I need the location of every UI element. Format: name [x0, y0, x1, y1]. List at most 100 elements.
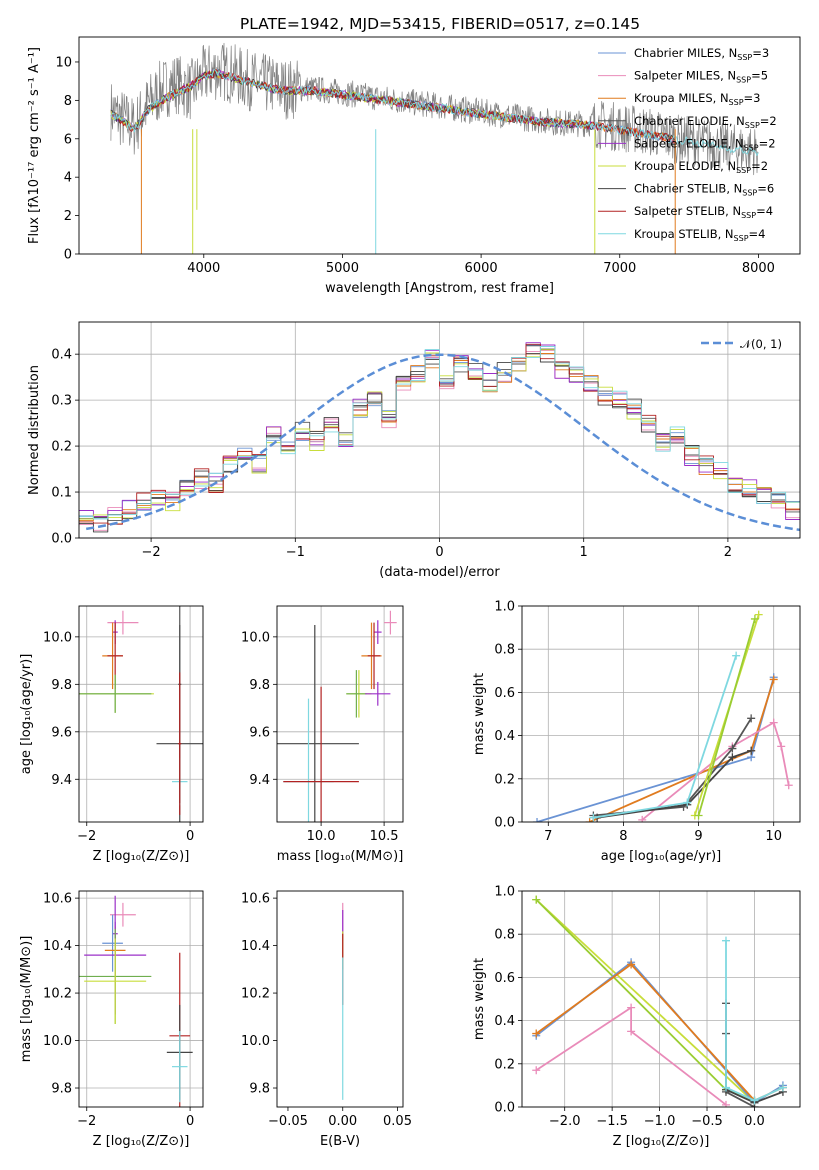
weight-marker — [532, 1029, 541, 1038]
x-tick-label: 0.0 — [744, 1114, 765, 1129]
legend-suffix: =5 — [751, 69, 768, 83]
x-tick-label: −1.0 — [644, 1114, 676, 1129]
x-tick-label: −0.5 — [691, 1114, 723, 1129]
x-tick-label: 4000 — [187, 261, 220, 276]
chart-mass-vs-Z: −2 0 9.8 10.0 10.2 10.4 10.6 Z [log₁₀(Z/Z⊙)] mas… — [19, 890, 204, 1149]
legend-suffix: =2 — [751, 159, 768, 173]
x-tick-label: 9 — [694, 829, 702, 844]
normal-reference-curve — [85, 353, 800, 532]
y-tick-label: 0.4 — [51, 348, 72, 363]
y-tick-label: 0.2 — [494, 772, 515, 787]
weight-line — [596, 749, 752, 819]
weight-marker — [750, 1096, 759, 1105]
x-tick-label: 7 — [544, 829, 552, 844]
legend: Chabrier MILES, NSSP=3 Salpeter MILES, NS… — [598, 46, 777, 243]
legend-label: Chabrier ELODIE, NSSP=2 — [634, 114, 777, 130]
y-tick-label: 0.8 — [494, 643, 515, 658]
model-line — [110, 69, 676, 143]
weight-marker — [747, 746, 756, 755]
chart-weight-vs-Z: −2.0 −1.5 −1.0 −0.5 0.0 0.0 0.2 0.4 0.6 0.8 1.0 Z [… — [472, 885, 801, 1149]
x-tick-label: 0 — [435, 545, 443, 560]
legend-label: Chabrier STELIB, NSSP=6 — [634, 182, 774, 198]
chart-age-vs-Z: −2 0 9.4 9.6 9.8 10.0 Z [log₁₀(Z/Z⊙)] age [log₁… — [19, 605, 204, 864]
y-tick-label: 9.6 — [51, 725, 72, 740]
legend-subscript: SSP — [737, 53, 752, 62]
x-tick-label: −2 — [142, 545, 161, 560]
y-tick-label: 10.0 — [43, 630, 72, 645]
chart-age-vs-mass: 10.0 10.5 9.4 9.6 9.8 10.0 mass [log₁₀(M/M⊙)] — [241, 605, 404, 864]
legend-subscript: SSP — [742, 189, 757, 198]
x-tick-label: −0.05 — [268, 1114, 308, 1129]
weight-marker — [585, 818, 594, 822]
weight-marker — [627, 1003, 636, 1012]
weight-line — [593, 717, 752, 817]
weight-marker — [721, 936, 730, 945]
x-tick-label: 6000 — [465, 261, 498, 276]
legend-suffix: =3 — [752, 46, 769, 60]
weight-marker — [589, 813, 598, 822]
plot-area — [110, 42, 759, 254]
weight-line — [589, 679, 775, 822]
x-tick-label: 10 — [765, 829, 782, 844]
plot-area — [532, 895, 787, 1107]
y-tick-label: 10.4 — [43, 939, 72, 954]
weight-line — [725, 940, 784, 1102]
y-tick-label: 10.2 — [43, 987, 72, 1002]
y-tick-label: 9.6 — [249, 725, 270, 740]
x-tick-label: 10.0 — [307, 829, 336, 844]
x-axis-label: age [log₁₀(age/yr)] — [601, 849, 722, 864]
y-axis-label: mass weight — [472, 958, 487, 1040]
y-tick-label: 9.8 — [51, 678, 72, 693]
weight-line — [641, 721, 790, 821]
weight-line — [697, 618, 756, 816]
y-tick-label: 0.2 — [494, 1057, 515, 1072]
y-tick-label: 8 — [64, 94, 72, 109]
x-tick-label: 0.00 — [328, 1114, 357, 1129]
weight-marker — [532, 1066, 541, 1075]
weight-marker — [627, 1027, 636, 1036]
y-tick-label: 10 — [55, 55, 72, 70]
weight-marker — [769, 675, 778, 684]
x-tick-label: 0 — [186, 1114, 194, 1129]
y-axis-label: mass weight — [472, 673, 487, 755]
y-tick-label: 0.6 — [494, 971, 515, 986]
legend-suffix: =3 — [744, 91, 761, 105]
weight-marker — [627, 960, 636, 969]
weight-marker — [638, 815, 647, 822]
plot-area — [277, 610, 397, 822]
chart-mass-vs-ebv: −0.05 0.00 0.05 9.8 10.0 10.2 10.4 10.6 E(B-V) — [241, 890, 412, 1149]
legend-suffix: =2 — [759, 136, 776, 150]
x-tick-label: 8000 — [742, 261, 775, 276]
plot-area — [79, 895, 193, 1107]
weight-marker — [732, 651, 741, 660]
legend-label: Salpeter ELODIE, NSSP=2 — [634, 136, 776, 152]
weight-marker — [777, 742, 786, 751]
x-tick-label: 0 — [186, 829, 194, 844]
legend-label: 𝒩(0, 1) — [740, 337, 782, 351]
x-tick-label: 5000 — [326, 261, 359, 276]
weight-marker — [784, 781, 793, 790]
weight-line — [536, 677, 775, 822]
x-tick-label: 2 — [724, 545, 732, 560]
x-tick-label: 8 — [619, 829, 627, 844]
x-tick-label: 0.05 — [383, 1114, 412, 1129]
x-axis-label: (data-model)/error — [379, 565, 500, 580]
legend-label: Chabrier MILES, NSSP=3 — [634, 46, 769, 62]
y-tick-label: 10.0 — [241, 1034, 270, 1049]
model-line — [110, 69, 759, 156]
weight-marker — [721, 1100, 730, 1107]
y-tick-label: 1.0 — [494, 600, 515, 615]
legend-label: Kroupa MILES, NSSP=3 — [634, 91, 760, 107]
chart-residuals: −2 −1 0 1 2 0.0 0.1 0.2 0.3 0.4 (data-model)/error… — [27, 321, 801, 580]
y-axis-label: Normed distribution — [27, 365, 42, 495]
legend-suffix: =6 — [757, 182, 774, 196]
y-tick-label: 1.0 — [494, 885, 515, 900]
x-axis-label: Z [log₁₀(Z/Z⊙)] — [93, 1134, 190, 1149]
y-tick-label: 0.4 — [494, 1014, 515, 1029]
y-axis-label: Flux [fλ10⁻¹⁷ erg cm⁻² s⁻¹ A⁻¹] — [27, 47, 42, 244]
weight-marker — [728, 744, 737, 753]
axes-frame — [78, 36, 801, 255]
weight-marker — [694, 811, 703, 820]
y-tick-label: 10.0 — [43, 1034, 72, 1049]
y-tick-label: 6 — [64, 132, 72, 147]
